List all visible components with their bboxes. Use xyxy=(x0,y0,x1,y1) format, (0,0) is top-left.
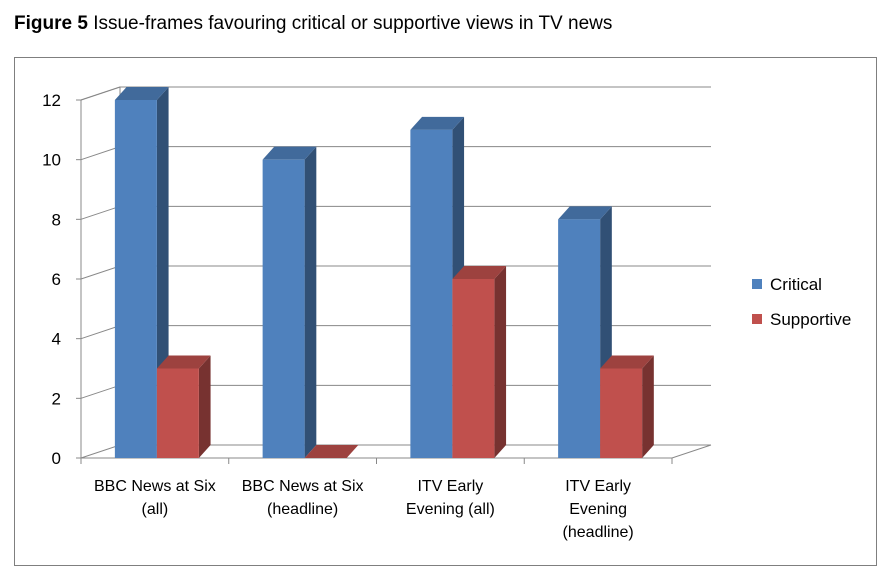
y-tick-label: 12 xyxy=(42,91,61,110)
bar-side-face xyxy=(198,355,211,458)
bar xyxy=(156,368,199,458)
x-tick-label-line: BBC News at Six xyxy=(242,478,364,495)
x-tick-labels: BBC News at Six (all) BBC News at Six (head… xyxy=(94,478,634,541)
y-tick-label: 6 xyxy=(52,270,61,289)
bar xyxy=(558,219,601,458)
x-tick-label: BBC News at Six (all) xyxy=(94,478,216,518)
legend-swatch xyxy=(752,314,762,324)
x-tick-label-line: ITV Early xyxy=(565,478,631,495)
figure-label: Figure 5 xyxy=(14,13,88,34)
x-tick-label-line: (all) xyxy=(142,501,169,518)
x-tick-label: ITV Early Evening (all) xyxy=(406,478,495,518)
figure-title: Figure 5 Issue-frames favouring critical… xyxy=(14,13,612,35)
y-tick-label: 10 xyxy=(42,151,61,170)
bar-side-face xyxy=(304,146,317,458)
gridline xyxy=(80,205,711,220)
bar-side-face xyxy=(642,355,654,458)
bar-top-face xyxy=(600,355,654,369)
bar-top-face xyxy=(114,87,169,100)
gridline xyxy=(80,265,711,280)
bar-top-face xyxy=(262,146,317,160)
x-tick-label: BBC News at Six (headline) xyxy=(242,478,364,518)
y-tick-label: 4 xyxy=(52,330,61,349)
bar xyxy=(452,279,495,458)
x-tick-label-line: Evening (all) xyxy=(406,501,495,518)
x-tick-label-line: Evening xyxy=(569,501,627,518)
bar xyxy=(600,368,643,458)
bar-side-face xyxy=(494,266,507,458)
x-tick-label: ITV Early Evening (headline) xyxy=(563,478,634,541)
x-tick-label-line: (headline) xyxy=(563,524,634,541)
bar-top-face xyxy=(304,445,359,458)
bar-top-face xyxy=(156,355,211,369)
y-tick-label: 2 xyxy=(52,389,61,408)
bar xyxy=(114,100,157,458)
bar xyxy=(410,129,453,459)
legend-label: Supportive xyxy=(770,310,851,329)
y-tick-labels: 0 2 4 6 8 10 12 xyxy=(42,91,61,468)
gridline xyxy=(80,146,711,161)
y-tick-label: 0 xyxy=(52,449,61,468)
x-tick-label-line: ITV Early xyxy=(417,478,483,495)
bars xyxy=(114,87,654,459)
bar-top-face xyxy=(452,266,507,279)
gridline xyxy=(80,325,711,340)
legend-swatch xyxy=(752,279,762,289)
y-tick-label: 8 xyxy=(52,210,61,229)
chart-frame xyxy=(14,57,877,566)
legend: Critical Supportive xyxy=(752,275,851,329)
legend-label: Critical xyxy=(770,275,822,294)
bar-top-face xyxy=(558,206,612,220)
figure-caption: Issue-frames favouring critical or suppo… xyxy=(93,13,613,34)
bar-top-face xyxy=(410,116,465,130)
gridline xyxy=(80,86,711,101)
bar xyxy=(262,159,305,458)
x-tick-label-line: BBC News at Six xyxy=(94,478,216,495)
x-tick-label-line: (headline) xyxy=(267,501,338,518)
